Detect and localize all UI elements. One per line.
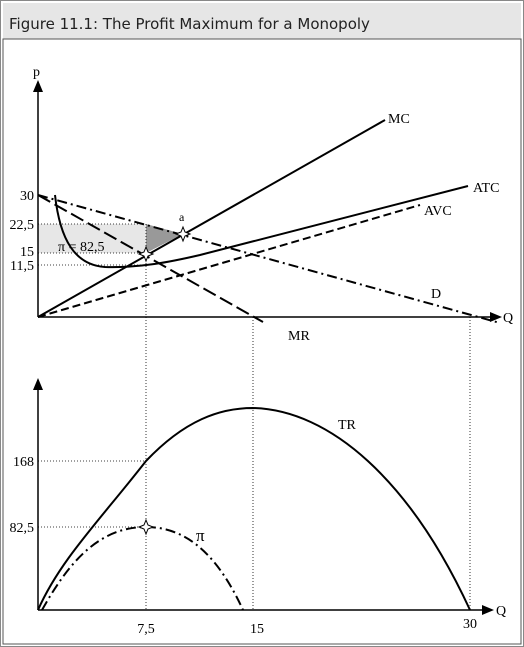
point-label: a	[179, 210, 185, 224]
curve-label: TR	[338, 418, 357, 433]
axis-label: Q	[496, 604, 506, 619]
tick-label: 22,5	[10, 218, 35, 233]
curve-label: MC	[388, 112, 410, 127]
avc-curve	[37, 204, 421, 318]
arrow	[33, 80, 43, 92]
arrow	[33, 378, 43, 390]
title: Figure 11.1: The Profit Maximum for a Mo…	[9, 15, 370, 33]
tick-label: 30	[20, 189, 34, 204]
tr-curve	[37, 406, 471, 611]
point	[137, 245, 155, 263]
point	[174, 225, 192, 243]
arrow	[490, 312, 502, 322]
curve-label: AVC	[424, 204, 452, 219]
curve-label: MR	[288, 329, 310, 344]
mc-curve	[37, 119, 386, 318]
profit-area	[38, 224, 146, 253]
profit-label: π = 82,5	[58, 240, 104, 255]
title-bar	[3, 3, 521, 39]
atc-curve	[54, 185, 469, 269]
tick-label: 15	[20, 245, 34, 260]
axis-label: Q	[503, 311, 513, 326]
axis-label: p	[33, 65, 40, 80]
tick-label: 168	[13, 455, 34, 470]
curve-label: π	[196, 526, 205, 545]
tick-label: 15	[250, 622, 264, 637]
curve-label: ATC	[473, 181, 499, 196]
triangle	[146, 224, 183, 253]
tick-label: 11,5	[10, 259, 34, 274]
tick-label: 82,5	[10, 521, 35, 536]
tick-label: 7,5	[137, 622, 155, 637]
curve-label: D	[431, 287, 441, 302]
tick-label: 30	[463, 617, 477, 632]
panel-border	[2, 38, 522, 645]
arrow	[482, 605, 494, 615]
point	[137, 518, 155, 536]
mr-curve	[37, 194, 264, 323]
